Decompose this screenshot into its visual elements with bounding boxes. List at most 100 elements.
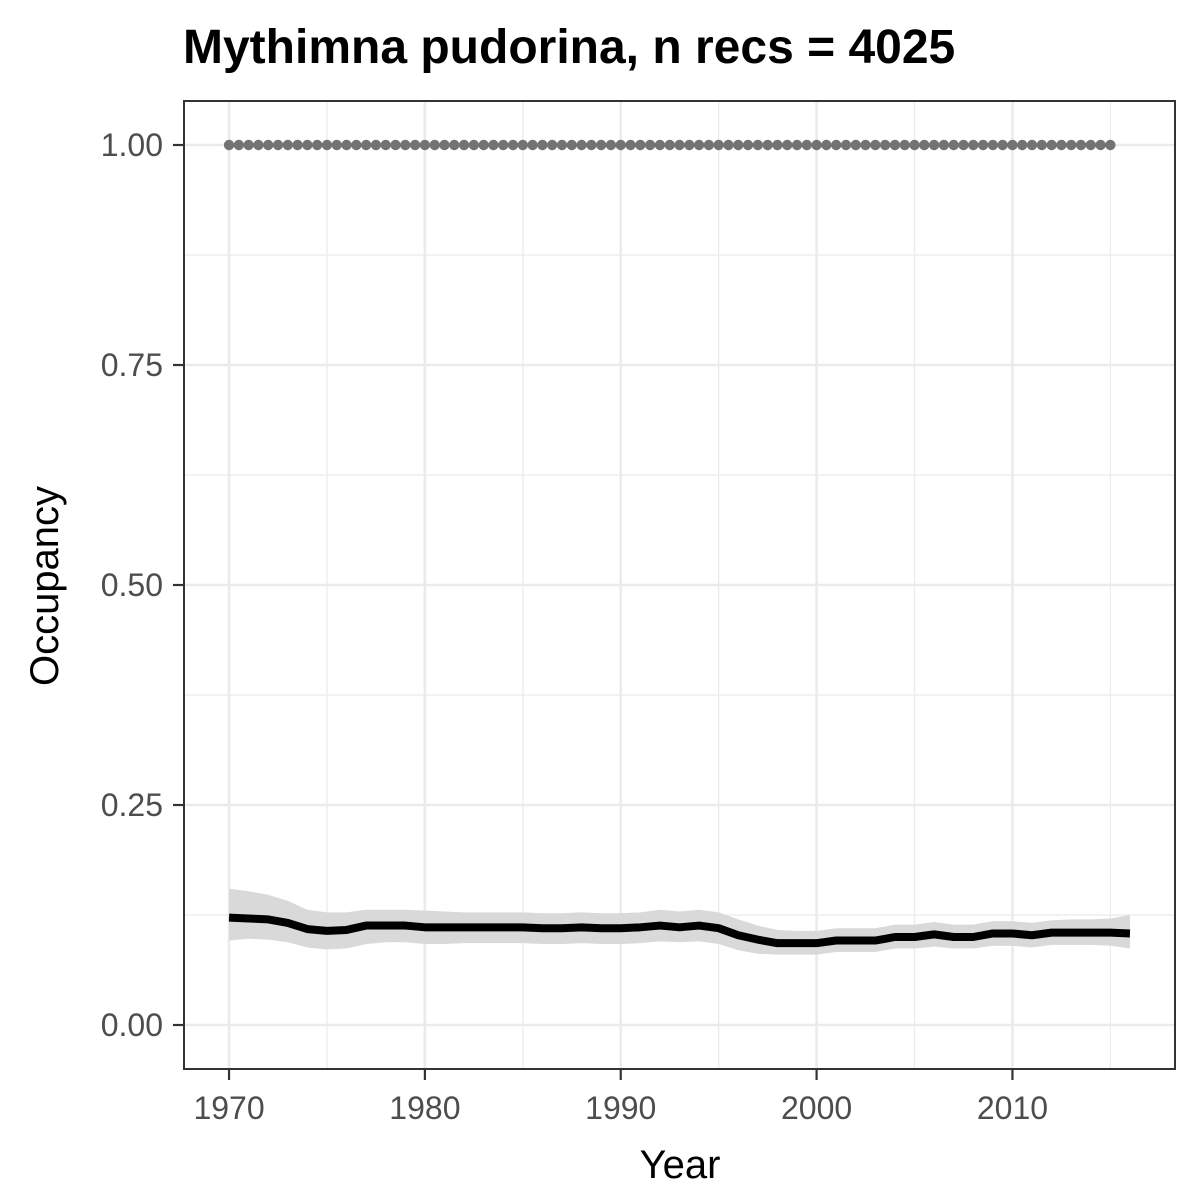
dotted-line-point — [997, 139, 1008, 151]
dotted-line-point — [703, 139, 715, 151]
dotted-line-point — [987, 139, 999, 151]
dotted-line-point — [821, 139, 832, 151]
dotted-line-point — [449, 139, 460, 151]
dotted-line-point — [595, 139, 607, 151]
dotted-line-point — [811, 139, 822, 151]
y-tick-label: 1.00 — [101, 127, 163, 163]
dotted-line-point — [909, 139, 920, 151]
dotted-line-point — [419, 139, 431, 151]
dotted-line-point — [360, 139, 372, 151]
y-tick-label: 0.50 — [101, 567, 163, 603]
dotted-line-point — [546, 139, 558, 151]
dotted-line-point — [713, 139, 724, 151]
dotted-line-point — [752, 139, 764, 151]
x-axis-ticks: 1970 1980 1990 2000 2010 — [193, 1069, 1048, 1126]
dotted-line-point — [233, 139, 245, 151]
dotted-line-point — [850, 139, 861, 151]
chart-title: Mythimna pudorina, n recs = 4025 — [183, 21, 955, 74]
dotted-line-point — [860, 139, 871, 151]
y-tick-label: 0.75 — [101, 347, 163, 383]
dotted-line-point — [331, 139, 342, 151]
dotted-line-point — [458, 139, 470, 151]
dotted-line-point — [654, 139, 666, 151]
dotted-line-point — [615, 139, 626, 151]
dotted-line-point — [311, 139, 323, 151]
dotted-line-point — [889, 139, 901, 151]
dotted-line-point — [1075, 139, 1087, 151]
dotted-line-point — [625, 139, 636, 151]
y-axis-ticks: 0.00 0.25 0.50 0.75 1.00 — [101, 127, 184, 1043]
dotted-line-point — [1095, 139, 1106, 151]
dotted-line-point — [586, 139, 597, 151]
dotted-line-point — [1046, 139, 1057, 151]
x-tick-label: 2010 — [977, 1090, 1048, 1126]
dotted-line-point — [527, 139, 538, 151]
y-axis-title: Occupancy — [23, 486, 67, 686]
dotted-line-point — [517, 139, 529, 151]
dotted-line-point — [576, 139, 587, 151]
dotted-line-point — [351, 139, 362, 151]
dotted-line-point — [488, 139, 499, 151]
dotted-line-point — [1007, 139, 1018, 151]
dotted-line-point — [644, 139, 656, 151]
trend-line-layer — [228, 913, 1131, 948]
dotted-line-point — [664, 139, 675, 151]
dotted-line-point — [243, 139, 254, 151]
dotted-line-point — [223, 139, 235, 151]
dotted-line-point — [282, 139, 294, 151]
dotted-line-point — [733, 139, 744, 151]
dotted-line-point — [899, 139, 910, 151]
dotted-line-point — [380, 139, 391, 151]
dotted-line-point — [263, 139, 274, 151]
dotted-line-point — [272, 139, 284, 151]
dotted-line-point — [928, 139, 940, 151]
x-tick-label: 2000 — [781, 1090, 852, 1126]
x-tick-label: 1980 — [389, 1090, 460, 1126]
dotted-line-point — [1056, 139, 1067, 151]
dotted-line-point — [791, 139, 803, 151]
dotted-line-point — [566, 139, 577, 151]
dotted-line-point — [1017, 139, 1028, 151]
dotted-line-point — [292, 139, 303, 151]
dotted-line-point — [635, 139, 646, 151]
dotted-line-point — [693, 139, 705, 151]
dotted-line-point — [1105, 139, 1116, 151]
dotted-line-point — [429, 139, 440, 151]
occupancy-trend-line — [228, 913, 1131, 948]
dotted-line-point — [498, 139, 509, 151]
y-tick-label: 0.25 — [101, 787, 163, 823]
dotted-line-point — [938, 139, 950, 151]
dotted-line-point — [772, 139, 783, 151]
dotted-line-point — [370, 139, 382, 151]
dotted-line-point — [537, 139, 548, 151]
dotted-line-point — [870, 139, 881, 151]
dotted-line-point — [409, 139, 421, 151]
dotted-line-point — [507, 139, 519, 151]
dotted-line-point — [742, 139, 754, 151]
dotted-line-point — [879, 139, 891, 151]
dotted-line-point — [948, 139, 959, 151]
dotted-line-point — [684, 139, 695, 151]
dotted-line-point — [762, 139, 773, 151]
dotted-line-point — [605, 139, 617, 151]
dotted-line-point — [302, 139, 313, 151]
dotted-line-point — [478, 139, 489, 151]
dotted-line-point — [390, 139, 401, 151]
dotted-line-point — [830, 139, 842, 151]
y-tick-label: 0.00 — [101, 1007, 163, 1043]
dotted-line-point — [556, 139, 568, 151]
dotted-line-point — [801, 139, 813, 151]
dotted-line-point — [958, 139, 969, 151]
x-tick-label: 1970 — [193, 1090, 264, 1126]
dotted-line-point — [1036, 139, 1048, 151]
dotted-line-point — [723, 139, 734, 151]
dotted-line-point — [253, 139, 264, 151]
dotted-line-point — [674, 139, 685, 151]
x-axis-title: Year — [640, 1143, 721, 1187]
dotted-line-point — [977, 139, 989, 151]
dotted-line-point — [1085, 139, 1096, 151]
dotted-line-point — [468, 139, 480, 151]
dotted-line-point — [321, 139, 333, 151]
